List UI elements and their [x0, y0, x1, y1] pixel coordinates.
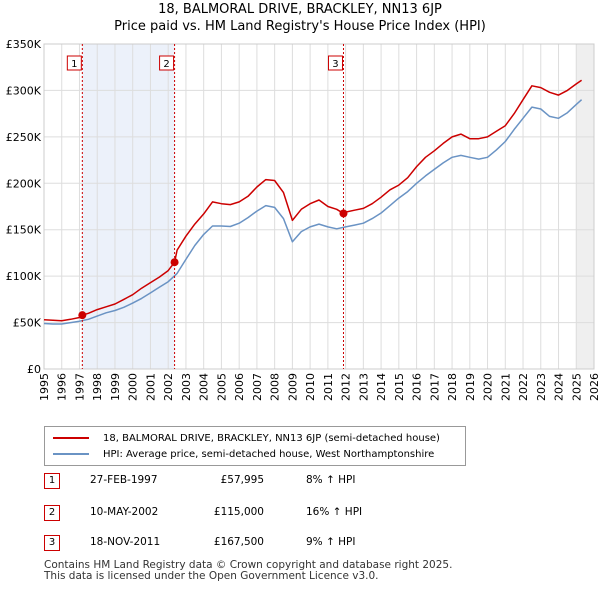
sale-label-text: 2 — [163, 59, 169, 70]
y-tick-label: £100K — [6, 270, 42, 283]
x-tick-label: 2013 — [357, 373, 370, 401]
x-tick-label: 2007 — [251, 373, 264, 401]
transaction-number-badge: 3 — [44, 535, 60, 551]
x-tick-label: 2002 — [162, 373, 175, 401]
x-tick-label: 2001 — [144, 373, 157, 401]
transaction-price: £167,500 — [213, 536, 264, 548]
x-tick-label: 1999 — [109, 373, 122, 401]
x-tick-label: 2012 — [340, 373, 353, 401]
y-tick-label: £250K — [6, 131, 42, 144]
transaction-number-badge: 1 — [44, 473, 60, 489]
x-tick-label: 2022 — [517, 373, 530, 401]
x-tick-label: 2018 — [446, 373, 459, 401]
x-tick-label: 2010 — [304, 373, 317, 401]
x-tick-label: 2008 — [269, 373, 282, 401]
chart-legend: 18, BALMORAL DRIVE, BRACKLEY, NN13 6JP (… — [44, 426, 466, 466]
x-tick-label: 2021 — [499, 373, 512, 401]
x-tick-label: 2005 — [215, 373, 228, 401]
y-tick-label: £150K — [6, 224, 42, 237]
property-price-line — [43, 79, 583, 322]
shaded-region — [576, 44, 594, 369]
x-tick-label: 2016 — [411, 373, 424, 401]
x-tick-label: 2015 — [393, 373, 406, 401]
x-tick-label: 2003 — [180, 373, 193, 401]
x-tick-label: 2023 — [535, 373, 548, 401]
table-row: 1 27-FEB-1997 £57,995 8% ↑ HPI — [44, 473, 464, 489]
x-tick-label: 2009 — [286, 373, 299, 401]
legend-item-hpi: HPI: Average price, semi-detached house,… — [53, 447, 434, 461]
sale-label-box — [327, 55, 343, 71]
transaction-date: 10-MAY-2002 — [90, 506, 159, 518]
transaction-date: 27-FEB-1997 — [90, 474, 158, 486]
x-tick-label: 2014 — [375, 373, 388, 401]
sale-label-box — [159, 55, 175, 71]
y-tick-label: £300K — [6, 84, 42, 97]
sale-label-box — [66, 55, 82, 71]
legend-swatch-hpi — [53, 453, 89, 455]
x-tick-label: 2020 — [482, 373, 495, 401]
x-tick-label: 2006 — [233, 373, 246, 401]
legend-item-property: 18, BALMORAL DRIVE, BRACKLEY, NN13 6JP (… — [53, 431, 440, 445]
footer-line1: Contains HM Land Registry data © Crown c… — [44, 559, 453, 571]
x-tick-label: 2017 — [428, 373, 441, 401]
table-row: 2 10-MAY-2002 £115,000 16% ↑ HPI — [44, 505, 464, 521]
x-tick-label: 2025 — [570, 373, 583, 401]
y-tick-label: £350K — [6, 38, 42, 51]
x-tick-label: 2026 — [588, 373, 600, 401]
sale-label-text: 1 — [71, 59, 77, 70]
transaction-price: £115,000 — [213, 506, 264, 518]
footer-line2: This data is licensed under the Open Gov… — [44, 570, 379, 582]
shaded-region — [82, 44, 175, 369]
x-tick-label: 1998 — [91, 373, 104, 401]
y-tick-label: £200K — [6, 177, 42, 190]
sale-point — [170, 258, 179, 267]
x-tick-label: 2000 — [127, 373, 140, 401]
price-chart: £0 £50K £100K £150K £200K £250K £300K £350K 1995… — [6, 38, 600, 401]
transaction-number-badge: 2 — [44, 505, 60, 521]
x-tick-label: 2019 — [464, 373, 477, 401]
footer-attribution: Contains HM Land Registry data © Crown c… — [44, 560, 452, 582]
legend-label-hpi: HPI: Average price, semi-detached house,… — [103, 448, 435, 460]
x-tick-label: 2011 — [322, 373, 335, 401]
chart-title-line1: 18, BALMORAL DRIVE, BRACKLEY, NN13 6JP — [158, 2, 442, 17]
transaction-hpi-diff: 16% ↑ HPI — [306, 506, 363, 518]
x-tick-label: 1995 — [38, 373, 51, 401]
sale-point — [78, 311, 87, 320]
table-row: 3 18-NOV-2011 £167,500 9% ↑ HPI — [44, 535, 464, 551]
y-tick-label: £50K — [13, 317, 42, 330]
x-tick-label: 2024 — [553, 373, 566, 401]
plot-frame — [43, 43, 595, 370]
transaction-hpi-diff: 8% ↑ HPI — [306, 474, 356, 486]
y-tick-label: £0 — [27, 363, 41, 376]
sale-label-text: 3 — [332, 59, 338, 70]
sale-point — [339, 209, 348, 218]
transaction-price: £57,995 — [220, 474, 264, 486]
x-tick-label: 1996 — [56, 373, 69, 401]
hpi-line — [43, 99, 583, 325]
transaction-date: 18-NOV-2011 — [90, 536, 161, 548]
transaction-hpi-diff: 9% ↑ HPI — [306, 536, 356, 548]
legend-swatch-property — [53, 437, 89, 439]
x-tick-label: 2004 — [198, 373, 211, 401]
x-tick-label: 1997 — [73, 373, 86, 401]
legend-label-property: 18, BALMORAL DRIVE, BRACKLEY, NN13 6JP (… — [103, 432, 440, 444]
chart-title-line2: Price paid vs. HM Land Registry's House … — [114, 19, 486, 34]
